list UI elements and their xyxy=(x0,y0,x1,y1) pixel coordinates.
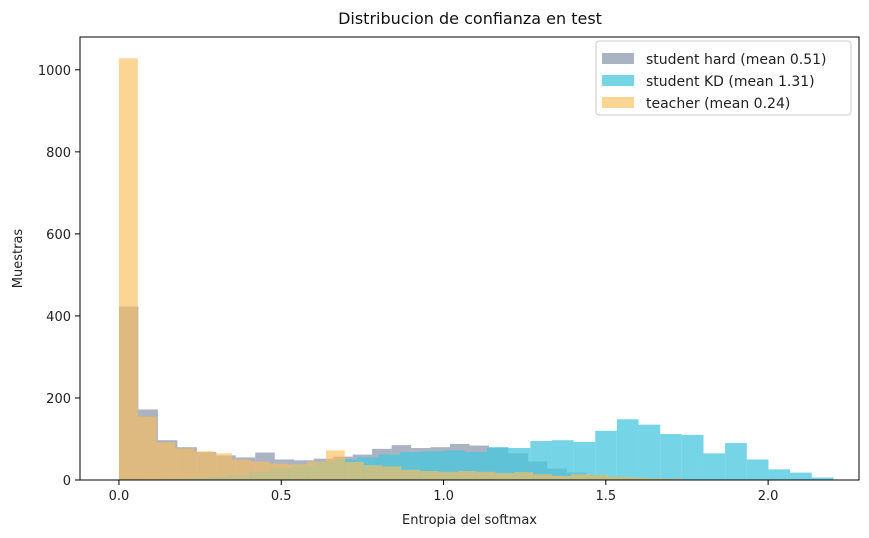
histogram-bar xyxy=(608,476,628,480)
plot-frame xyxy=(79,36,860,481)
histogram-bar xyxy=(595,430,617,480)
histogram-bar xyxy=(551,440,574,480)
histogram-bar xyxy=(231,459,251,480)
histogram-bar xyxy=(811,477,834,480)
legend-label: student hard (mean 0.51) xyxy=(646,52,827,68)
histogram-bar xyxy=(681,434,704,480)
histogram-bar xyxy=(530,441,552,480)
chart-title: Distribucion de confianza en test xyxy=(338,9,602,28)
histogram-bar xyxy=(175,448,195,480)
y-tick-label: 0 xyxy=(63,474,71,489)
histogram-bar xyxy=(514,472,534,480)
histogram-bar xyxy=(589,475,609,480)
histogram-bar xyxy=(307,461,327,480)
legend-label: student KD (mean 1.31) xyxy=(646,74,815,90)
legend-label: teacher (mean 0.24) xyxy=(646,96,790,112)
histogram-bar xyxy=(288,464,308,480)
x-tick-label: 1.5 xyxy=(595,489,616,504)
y-tick-label: 200 xyxy=(46,392,71,407)
histogram-bar xyxy=(476,471,496,480)
histogram-bar xyxy=(570,474,590,480)
histogram-bar xyxy=(746,459,769,480)
histogram-bar xyxy=(533,474,552,480)
histogram-bar xyxy=(551,475,571,480)
x-axis: 0.0 0.5 1.0 1.5 2.0 xyxy=(109,480,779,504)
histogram-bar xyxy=(457,470,477,480)
histogram-bar xyxy=(495,473,515,480)
x-tick-label: 0.5 xyxy=(271,489,292,504)
histogram-bar xyxy=(703,453,726,480)
histogram-bar xyxy=(508,448,531,480)
histogram-bar xyxy=(363,465,383,480)
histogram-bar xyxy=(638,424,661,480)
histogram-bar xyxy=(213,453,232,480)
histogram-bar xyxy=(438,471,458,480)
histogram-bar xyxy=(401,469,421,480)
histogram-bar xyxy=(194,451,214,480)
histogram-bar xyxy=(250,461,270,480)
x-tick-label: 1.0 xyxy=(433,489,454,504)
histogram-bar xyxy=(382,466,402,480)
histogram-bar xyxy=(118,58,138,481)
x-tick-label: 2.0 xyxy=(758,489,779,504)
y-axis: 0 200 400 600 800 1000 xyxy=(38,64,80,489)
histogram-bar xyxy=(137,416,157,480)
histogram-bar xyxy=(768,469,791,480)
histogram-bar xyxy=(627,477,647,480)
histogram-bar xyxy=(269,463,289,480)
legend: student hard (mean 0.51) student KD (mean… xyxy=(595,40,852,116)
legend-swatch xyxy=(602,75,634,86)
histogram-bar xyxy=(616,419,639,480)
x-axis-title: Entropia del softmax xyxy=(402,513,537,528)
legend-swatch xyxy=(602,97,634,108)
histogram-bar xyxy=(156,442,176,480)
histogram-bar xyxy=(646,478,665,480)
x-tick-label: 0.0 xyxy=(109,489,130,504)
series-2 xyxy=(118,58,684,481)
histogram-bar xyxy=(725,443,747,480)
histogram-bar xyxy=(664,478,684,480)
y-tick-label: 600 xyxy=(46,228,71,243)
y-tick-label: 1000 xyxy=(38,64,71,79)
histogram-bar xyxy=(573,441,596,480)
histogram-bar xyxy=(344,461,364,480)
y-tick-label: 400 xyxy=(46,310,71,325)
y-axis-title: Muestras xyxy=(11,229,26,289)
y-tick-label: 800 xyxy=(46,146,71,161)
bars-layer xyxy=(118,58,834,481)
legend-swatch xyxy=(602,53,634,64)
histogram-bar xyxy=(660,434,682,480)
histogram-bar xyxy=(326,450,345,480)
legend-box xyxy=(595,40,852,116)
histogram-bar xyxy=(790,472,812,480)
histogram-bar xyxy=(420,470,439,480)
